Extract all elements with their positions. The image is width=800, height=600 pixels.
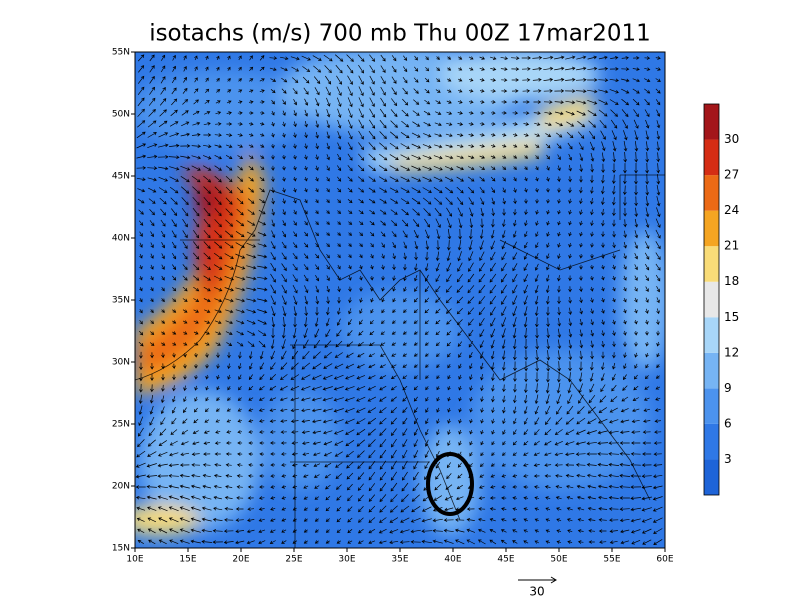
y-tick-label: 20N [112,482,130,492]
colorbar-label: 12 [724,345,739,359]
colorbar-bin [704,317,719,353]
colorbar-frame [703,103,720,496]
colorbar-bin [704,246,719,282]
colorbar-label: 15 [724,310,739,324]
highlight-circle [426,452,474,516]
y-tick-label: 30N [112,358,130,368]
map-title: isotachs (m/s) 700 mb Thu 00Z 17mar2011 [149,21,651,47]
x-tick-label: 15E [179,555,196,565]
colorbar-bin [704,210,719,247]
wind-vectors [135,54,663,545]
y-tick-label: 55N [112,48,130,58]
map-field [135,52,665,548]
x-tick-label: 45E [497,555,514,565]
y-tick-label: 45N [112,172,130,182]
y-tick-label: 15N [112,544,130,554]
x-tick-label: 10E [126,555,143,565]
colorbar-bin [704,175,719,211]
reference-label: 30 [529,585,544,599]
x-tick-label: 30E [338,555,355,565]
colorbar-label: 9 [724,381,732,395]
x-tick-label: 50E [550,555,567,565]
colorbar-bin [704,388,719,424]
colorbar-bin [704,423,719,460]
colorbar-label: 18 [724,274,739,288]
colorbar: 3 6 9 12 15 18 21 24 27 30 [703,103,739,496]
colorbar-label: 6 [724,416,732,430]
x-tick-label: 25E [285,555,302,565]
colorbar-bin [704,459,719,495]
colorbar-label: 24 [724,203,739,217]
colorbar-label: 30 [724,132,739,146]
colorbar-bin [704,352,719,389]
x-tick-label: 35E [391,555,408,565]
x-tick-label: 20E [232,555,249,565]
y-tick-label: 25N [112,420,130,430]
coastlines [135,174,665,548]
x-tick-label: 60E [656,555,673,565]
colorbar-bin [704,104,719,140]
colorbar-bin [704,139,719,176]
x-tick-label: 55E [603,555,620,565]
colorbar-bin [704,281,719,318]
colorbar-label: 3 [724,452,732,466]
x-tick-label: 40E [444,555,461,565]
y-tick-label: 40N [112,234,130,244]
colorbar-label: 27 [724,168,739,182]
y-tick-label: 50N [112,110,130,120]
colorbar-label: 21 [724,239,739,253]
y-tick-label: 35N [112,296,130,306]
axes: 10E 15E 20E 25E 30E 35E 40E 45E 50E 55E 60E 15N 20N 2… [112,48,674,565]
reference-arrowhead [550,576,557,584]
